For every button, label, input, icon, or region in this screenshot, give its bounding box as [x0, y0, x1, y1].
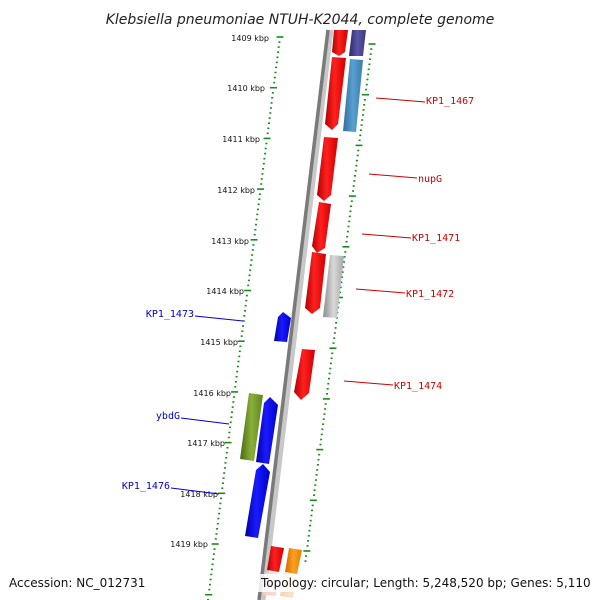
- kbp-tick-label: 1413 kbp: [211, 237, 249, 246]
- gene-label-kp1-1471[interactable]: KP1_1471: [412, 233, 460, 244]
- gene-arrow-red[interactable]: [294, 349, 315, 400]
- gene-arrow-grey[interactable]: [323, 255, 344, 318]
- label-leader: [170, 487, 220, 495]
- tick-track-outer: [303, 43, 376, 562]
- topology-text: Topology: circular; Length: 5,248,520 bp…: [260, 576, 591, 590]
- gene-label-kp1-1473[interactable]: KP1_1473: [146, 309, 194, 320]
- gene-arrow-blue[interactable]: [245, 464, 270, 538]
- gene-arrow-blue[interactable]: [274, 312, 291, 342]
- gene-features: [240, 30, 366, 598]
- gene-label-kp1-1474[interactable]: KP1_1474: [394, 381, 442, 392]
- label-leader: [355, 288, 406, 294]
- genome-backbone-shadow: [258, 29, 334, 600]
- gene-arrow-red[interactable]: [312, 202, 331, 253]
- kbp-tick-label: 1412 kbp: [217, 186, 255, 195]
- gene-arrow-red[interactable]: [325, 57, 346, 130]
- kbp-tick-label: 1409 kbp: [231, 34, 269, 43]
- right-gene-labels: KP1_1467 nupG KP1_1471 KP1_1472 KP1_1474: [343, 96, 474, 392]
- kbp-tick-label: 1415 kbp: [200, 338, 238, 347]
- gene-arrow-red[interactable]: [317, 137, 338, 201]
- gene-arrow-olive[interactable]: [240, 393, 263, 461]
- left-gene-labels: KP1_1473 ybdG KP1_1476: [122, 309, 244, 495]
- kbp-tick-label: 1418 kbp: [180, 490, 218, 499]
- gene-label-nupg[interactable]: nupG: [418, 174, 442, 185]
- kbp-tick-label: 1417 kbp: [187, 439, 225, 448]
- genome-backbone: [257, 29, 330, 600]
- gene-arrow-red[interactable]: [267, 546, 284, 572]
- kbp-tick-label: 1411 kbp: [222, 135, 260, 144]
- gene-label-ybdg[interactable]: ybdG: [156, 411, 180, 422]
- tick-track-inner: [205, 36, 284, 600]
- gene-arrow-blue[interactable]: [256, 397, 278, 464]
- gene-arrow-steel-blue[interactable]: [343, 59, 363, 132]
- kbp-tick-label: 1416 kbp: [193, 389, 231, 398]
- label-leader: [375, 97, 426, 103]
- label-leader: [361, 233, 412, 239]
- footer-backdrop: [258, 574, 592, 592]
- label-leader: [368, 173, 418, 179]
- kbp-tick-label: 1419 kbp: [170, 540, 208, 549]
- gene-label-kp1-1467[interactable]: KP1_1467: [426, 96, 474, 107]
- gene-arrow-orange[interactable]: [285, 548, 302, 574]
- gene-arrow-purple[interactable]: [349, 30, 366, 56]
- gene-label-kp1-1476[interactable]: KP1_1476: [122, 481, 170, 492]
- map-title: Klebsiella pneumoniae NTUH-K2044, comple…: [106, 12, 495, 28]
- gene-arrow-red[interactable]: [332, 30, 348, 56]
- kbp-scale: 1409 kbp 1410 kbp 1411 kbp 1412 kbp 1413…: [170, 34, 269, 549]
- gene-label-kp1-1472[interactable]: KP1_1472: [406, 289, 454, 300]
- label-leader: [180, 417, 230, 425]
- gene-arrow-red[interactable]: [305, 252, 326, 314]
- label-leader: [194, 315, 244, 322]
- label-leader: [343, 380, 394, 386]
- accession-text: Accession: NC_012731: [9, 576, 145, 590]
- kbp-tick-label: 1414 kbp: [206, 287, 244, 296]
- kbp-tick-label: 1410 kbp: [227, 84, 265, 93]
